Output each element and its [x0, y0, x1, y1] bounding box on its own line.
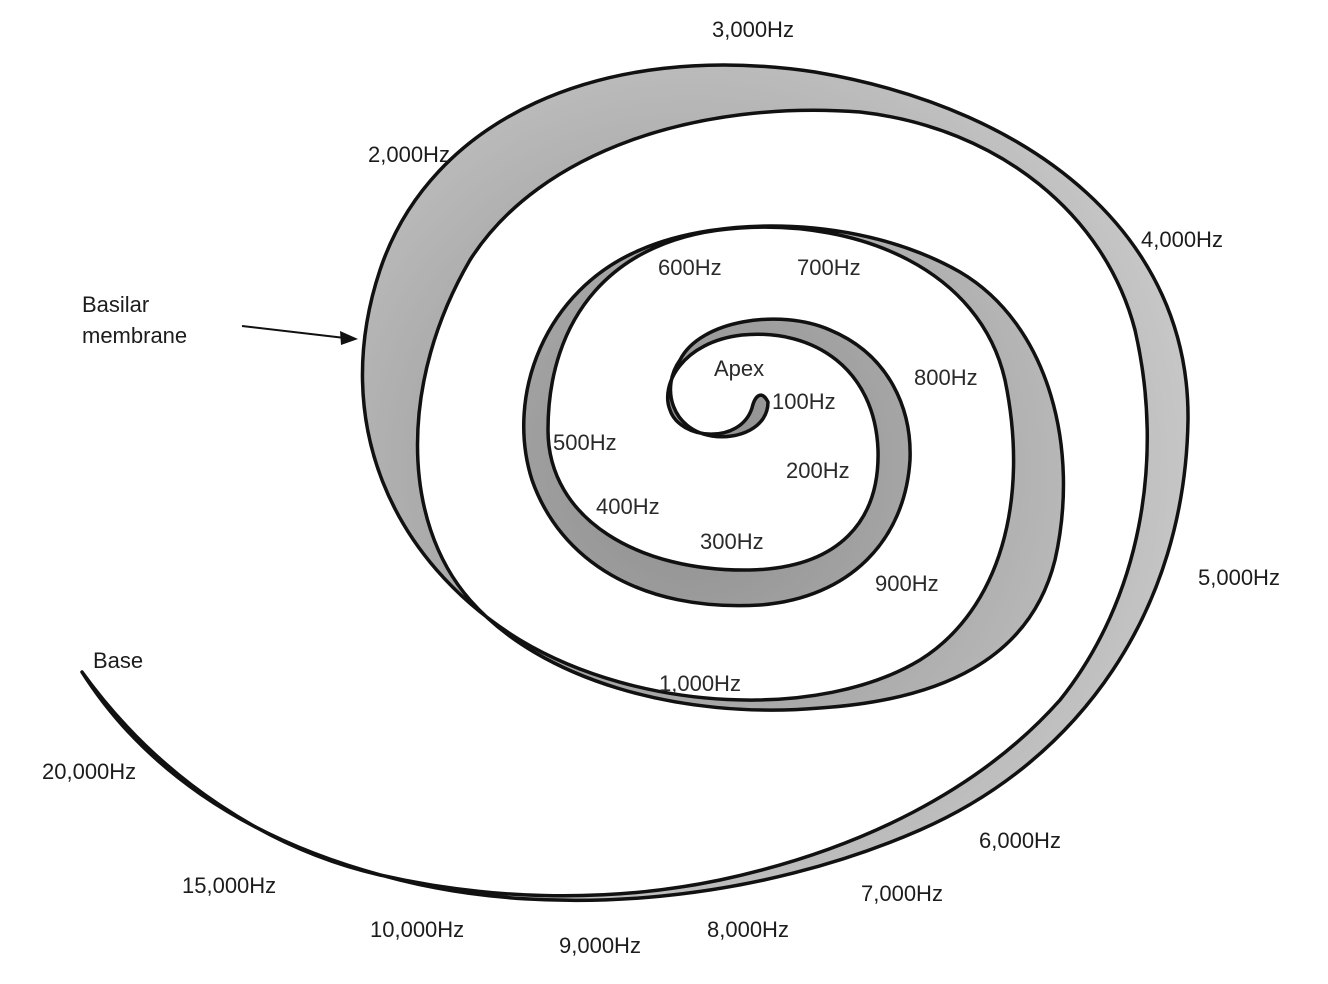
freq-label-800hz: 800Hz: [914, 365, 978, 390]
freq-label-400hz: 400Hz: [596, 494, 660, 519]
base-label: Base: [93, 648, 144, 673]
freq-label-3000hz: 3,000Hz: [712, 17, 794, 42]
freq-label-9000hz: 9,000Hz: [559, 933, 641, 958]
freq-label-1000hz: 1,000Hz: [659, 671, 741, 696]
freq-label-7000hz: 7,000Hz: [861, 881, 943, 906]
freq-label-10000hz: 10,000Hz: [370, 917, 465, 942]
basilar-membrane-arrowhead: [340, 331, 358, 345]
freq-label-700hz: 700Hz: [797, 255, 861, 280]
freq-label-600hz: 600Hz: [658, 255, 722, 280]
freq-label-100hz: 100Hz: [772, 389, 836, 414]
freq-label-5000hz: 5,000Hz: [1198, 565, 1280, 590]
freq-label-15000hz: 15,000Hz: [182, 873, 277, 898]
freq-label-20000hz: 20,000Hz: [42, 759, 137, 784]
freq-label-300hz: 300Hz: [700, 529, 764, 554]
basilar-membrane-arrow-shaft: [241, 325, 346, 339]
freq-label-500hz: 500Hz: [553, 430, 617, 455]
freq-label-6000hz: 6,000Hz: [979, 828, 1061, 853]
apex-label: Apex: [714, 356, 765, 381]
freq-label-4000hz: 4,000Hz: [1141, 227, 1223, 252]
freq-label-8000hz: 8,000Hz: [707, 917, 789, 942]
freq-label-200hz: 200Hz: [786, 458, 850, 483]
basilar-membrane-spiral: [80, 63, 1190, 903]
basilar-membrane-label: Basilar membrane: [82, 292, 188, 348]
freq-label-2000hz: 2,000Hz: [368, 142, 450, 167]
freq-label-900hz: 900Hz: [875, 571, 939, 596]
